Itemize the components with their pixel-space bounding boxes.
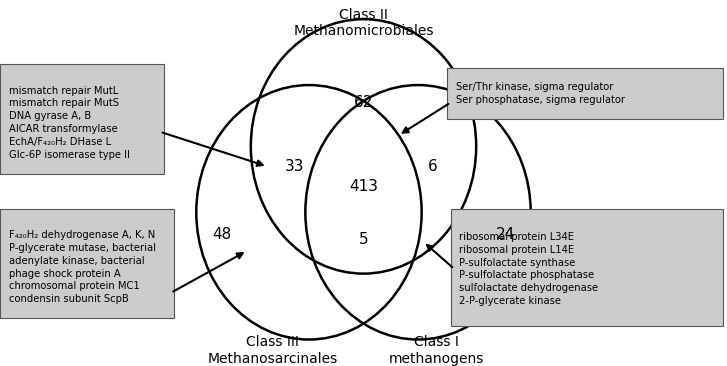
Text: methanogens: methanogens: [388, 352, 484, 366]
Text: Methanosarcinales: Methanosarcinales: [207, 352, 338, 366]
Text: 413: 413: [349, 179, 378, 194]
Text: 48: 48: [212, 227, 231, 242]
Text: Ser/Thr kinase, sigma regulator
Ser phosphatase, sigma regulator: Ser/Thr kinase, sigma regulator Ser phos…: [456, 82, 624, 105]
Text: 62: 62: [354, 95, 373, 110]
Text: 24: 24: [496, 227, 515, 242]
Text: 5: 5: [358, 232, 369, 247]
FancyBboxPatch shape: [0, 209, 174, 318]
Text: 6: 6: [427, 159, 438, 174]
FancyBboxPatch shape: [447, 68, 723, 119]
Text: Methanomicrobiales: Methanomicrobiales: [293, 24, 434, 38]
FancyBboxPatch shape: [0, 64, 164, 174]
FancyBboxPatch shape: [451, 209, 723, 326]
Text: Class III: Class III: [246, 335, 299, 349]
Text: F₄₂₀H₂ dehydrogenase A, K, N
P-glycerate mutase, bacterial
adenylate kinase, bac: F₄₂₀H₂ dehydrogenase A, K, N P-glycerate…: [9, 230, 156, 304]
Text: mismatch repair MutL
mismatch repair MutS
DNA gyrase A, B
AICAR transformylase
E: mismatch repair MutL mismatch repair Mut…: [9, 86, 129, 160]
Text: Class II: Class II: [339, 8, 388, 22]
Text: ribosomal protein L34E
ribosomal protein L14E
P-sulfolactate synthase
P-sulfolac: ribosomal protein L34E ribosomal protein…: [459, 232, 598, 306]
Text: Class I: Class I: [414, 335, 459, 349]
Text: 33: 33: [285, 159, 304, 174]
